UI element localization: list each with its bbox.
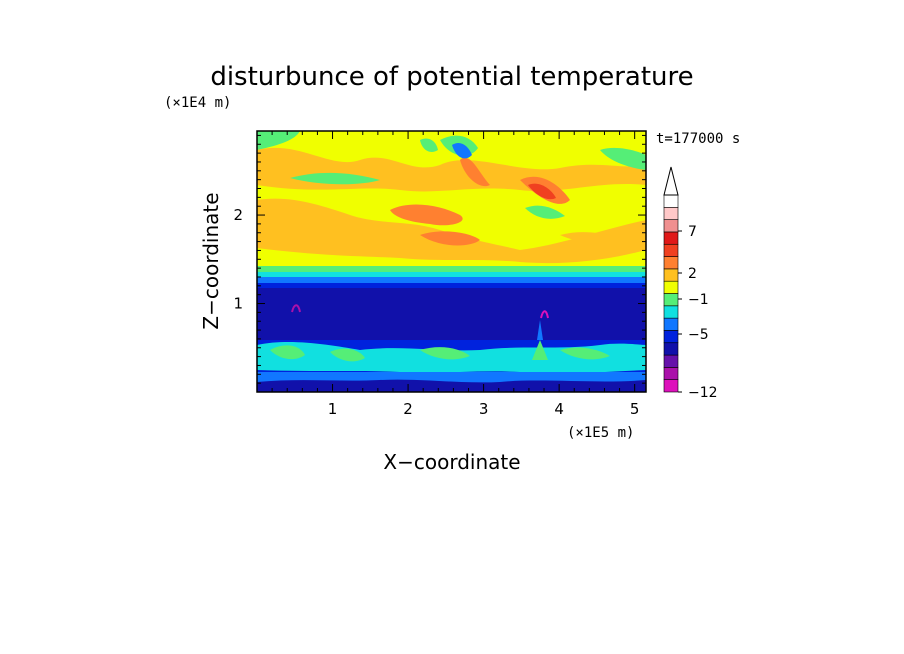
colorbar-tick-label: 2	[688, 266, 697, 282]
colorbar-swatch	[663, 342, 679, 356]
x-tick-label: 4	[554, 400, 564, 418]
y-axis: 12	[233, 134, 646, 384]
inversion-cyan	[257, 272, 646, 277]
x-axis-label: X−coordinate	[383, 450, 520, 474]
plot-area	[257, 131, 646, 392]
colorbar-tick-label: −1	[688, 292, 709, 308]
inversion-green	[257, 266, 646, 272]
colorbar-swatch	[663, 317, 679, 331]
colorbar-swatch	[663, 354, 679, 368]
lower-mixed-field	[257, 320, 646, 392]
colorbar-swatch	[663, 330, 679, 344]
y-tick-label: 2	[233, 206, 243, 224]
cold-layer	[257, 283, 646, 340]
upper-wave-field	[257, 131, 646, 264]
plot-frame	[256, 130, 647, 393]
colorbar-swatch	[663, 367, 679, 380]
colorbar-tick-label: −12	[688, 385, 718, 401]
chart-title: disturbunce of potential temperature	[210, 62, 693, 92]
x-tick-label: 5	[630, 400, 640, 418]
cold-layer-edge	[257, 283, 646, 288]
colorbar-swatch	[663, 305, 679, 319]
colorbar-tick-label: 7	[688, 224, 697, 240]
colorbar-swatch	[663, 231, 679, 245]
colorbar-swatch	[663, 256, 679, 270]
x-tick-label: 2	[403, 400, 413, 418]
x-unit-label: (×1E5 m)	[567, 425, 634, 441]
inversion-blue	[257, 277, 646, 283]
x-tick-label: 3	[479, 400, 489, 418]
y-tick-label: 1	[233, 295, 243, 313]
contour-mark-2	[540, 310, 549, 319]
x-tick-label: 1	[328, 400, 338, 418]
time-label: t=177000 s	[656, 131, 740, 147]
colorbar-tick-label: −5	[688, 327, 709, 343]
colorbar-swatch	[663, 194, 679, 208]
colorbar-swatch	[663, 280, 679, 294]
y-unit-label: (×1E4 m)	[164, 95, 231, 111]
colorbar-swatch	[663, 219, 679, 233]
colorbar-swatch	[663, 268, 679, 282]
colorbar-extend-arrow	[663, 166, 679, 196]
y-axis-label: Z−coordinate	[199, 192, 223, 329]
contour-mark-1	[291, 304, 301, 313]
colorbar-swatch	[663, 207, 679, 220]
colorbar-swatch	[663, 293, 679, 307]
colorbar-swatch	[663, 243, 679, 257]
x-axis: 1 2 3 4 5	[271, 131, 640, 418]
colorbar-swatch	[663, 379, 679, 393]
colorbar: 7 2 −1 −5 −12	[663, 166, 718, 401]
